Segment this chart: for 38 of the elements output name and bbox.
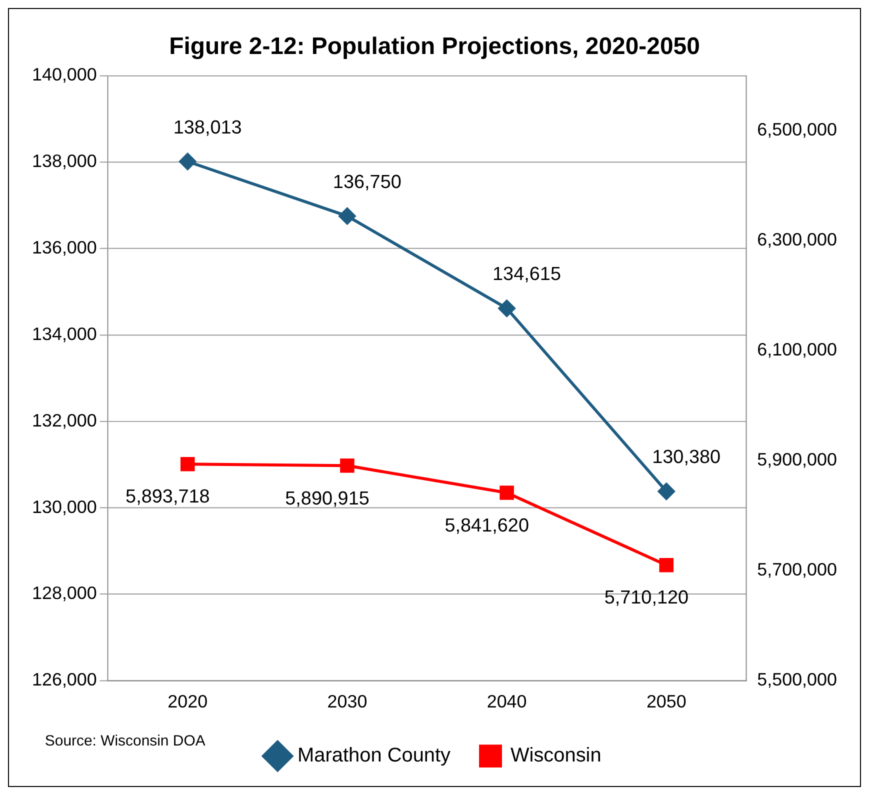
data-label: 130,380 (652, 447, 721, 468)
point (658, 482, 675, 500)
x-tick-label: 2030 (327, 691, 368, 712)
y-tick-label: 130,000 (32, 496, 97, 517)
y2-tick-label: 6,100,000 (757, 340, 837, 360)
point (338, 208, 356, 225)
point (659, 558, 674, 572)
y2-tick-label: 5,700,000 (757, 560, 837, 580)
legend-label: Wisconsin (510, 744, 602, 767)
y-tick-label: 138,000 (32, 151, 97, 172)
data-label: 5,841,620 (444, 515, 529, 536)
y2-tick-label: 5,500,000 (757, 670, 837, 690)
y-tick-label: 140,000 (32, 64, 97, 85)
data-label: 136,750 (332, 172, 402, 193)
y-tick-label: 136,000 (32, 237, 97, 258)
point (498, 300, 516, 317)
y2-tick-label: 6,300,000 (757, 230, 837, 250)
chart-title: Figure 2-12: Population Projections, 2020-2050 (169, 32, 700, 60)
point (500, 486, 514, 500)
source-note: Source: Wisconsin DOA (44, 732, 206, 750)
x-tick-label: 2040 (486, 691, 527, 712)
y-tick-label: 134,000 (32, 324, 97, 344)
y-tick-label: 132,000 (32, 410, 97, 430)
y2-tick-label: 5,900,000 (757, 450, 837, 470)
y-tick-label: 128,000 (32, 583, 97, 604)
legend-label: Marathon County (298, 744, 451, 767)
data-label: 134,615 (492, 264, 561, 286)
data-label: 138,013 (173, 117, 242, 138)
point (180, 456, 195, 472)
y-tick-label: 126,000 (32, 670, 97, 690)
data-label: 5,710,120 (604, 588, 689, 609)
data-label: 5,893,718 (126, 486, 210, 508)
x-tick-label: 2050 (646, 691, 686, 712)
x-tick-label: 2020 (168, 691, 208, 712)
point (340, 458, 354, 473)
data-label: 5,890,915 (285, 488, 370, 510)
point (179, 153, 196, 170)
y2-tick-label: 6,500,000 (757, 120, 837, 140)
